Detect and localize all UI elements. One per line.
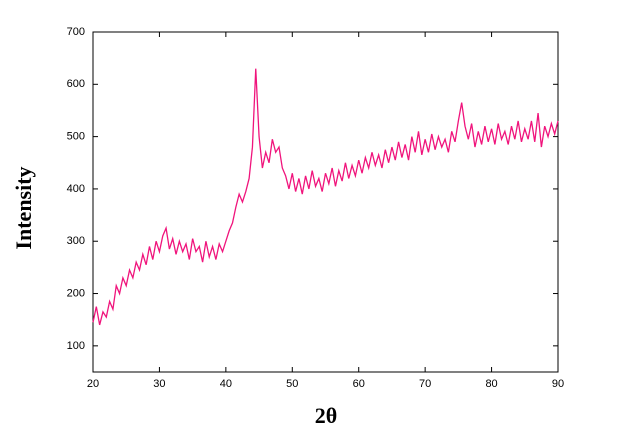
x-tick-label: 80 [485,378,497,390]
y-tick-label: 300 [67,235,85,247]
data-line [92,68,559,326]
x-axis-title: 2θ [315,403,337,428]
y-tick-label: 600 [67,78,85,90]
y-tick-label: 200 [67,287,85,299]
x-tick-label: 40 [220,378,232,390]
x-tick-label: 20 [87,378,99,390]
x-tick-label: 30 [153,378,165,390]
y-tick-label: 500 [67,131,85,143]
y-tick-label: 400 [67,183,85,195]
x-tick-label: 70 [419,378,431,390]
x-tick-label: 90 [552,378,564,390]
x-tick-label: 60 [353,378,365,390]
y-tick-label: 100 [67,340,85,352]
x-tick-label: 50 [286,378,298,390]
y-tick-label: 700 [67,26,85,38]
plot-frame [92,31,559,373]
y-axis-title: Intensity [11,166,36,249]
